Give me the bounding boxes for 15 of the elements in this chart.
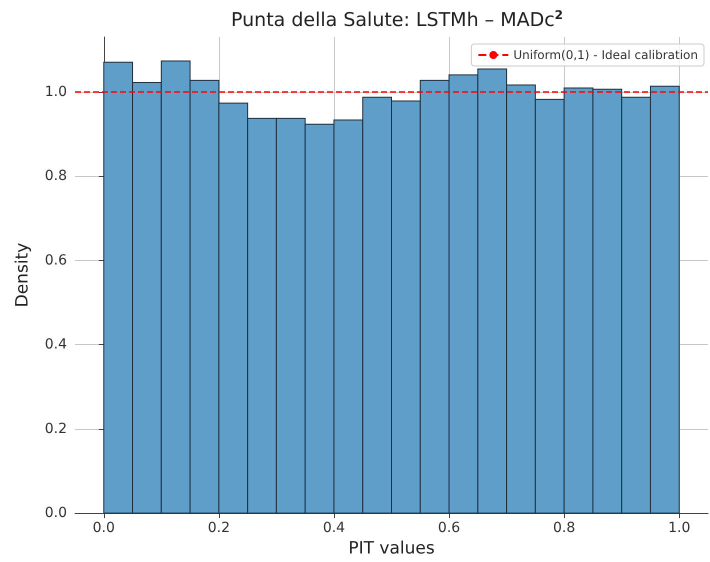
y-axis-title: Density bbox=[12, 242, 32, 308]
x-tick-label: 0.0 bbox=[92, 520, 115, 536]
y-tick-label: 0.4 bbox=[44, 336, 68, 353]
y-tick-label: 1.0 bbox=[44, 84, 67, 100]
x-tick-label: 0.6 bbox=[438, 520, 460, 536]
y-tick-label: 0.0 bbox=[44, 505, 67, 522]
x-tick-label: 0.4 bbox=[322, 520, 346, 536]
x-tick-label: 0.8 bbox=[553, 520, 576, 536]
y-tick-label: 0.8 bbox=[44, 168, 67, 184]
x-tick-label: 1.0 bbox=[668, 520, 690, 536]
x-axis-title: PIT values bbox=[348, 538, 435, 558]
y-tick-label: 0.2 bbox=[44, 420, 67, 437]
y-tick-label: 0.6 bbox=[44, 252, 68, 268]
legend-label: Uniform(0,1) - Ideal calibration bbox=[513, 48, 698, 62]
x-tick-label: 0.2 bbox=[208, 520, 230, 536]
